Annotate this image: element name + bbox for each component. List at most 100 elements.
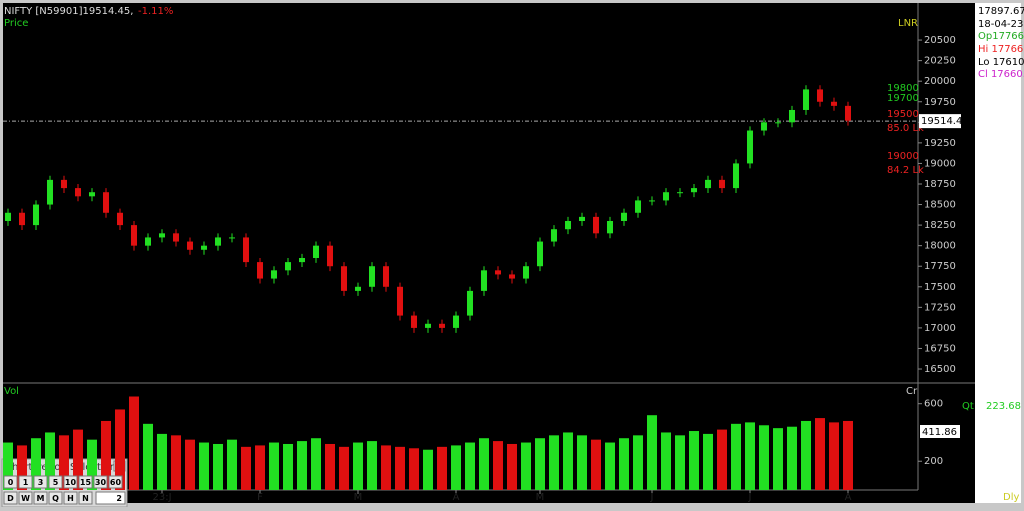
volume-bar	[535, 438, 545, 490]
candle-body	[47, 179, 53, 205]
volume-bar	[325, 443, 335, 490]
period-button-label: Q	[52, 494, 59, 503]
volume-bar	[591, 439, 601, 490]
period-button[interactable]	[48, 475, 63, 489]
volume-bar	[311, 438, 321, 490]
period-button[interactable]	[78, 475, 93, 489]
y-tick-label: 17500	[924, 282, 956, 293]
candle-body	[257, 262, 263, 279]
volume-bar	[815, 418, 825, 490]
volume-bar	[143, 423, 153, 490]
candle-body	[509, 274, 515, 279]
period-button[interactable]	[33, 475, 48, 489]
y-tick-label: 18250	[924, 220, 956, 231]
volume-bar	[157, 433, 167, 490]
y-tick-label: 19000	[924, 158, 956, 169]
period-button-label: D	[7, 494, 14, 503]
volume-bar	[451, 445, 461, 490]
period-button[interactable]	[78, 491, 93, 505]
candle-body	[775, 122, 781, 124]
candle-body	[481, 270, 487, 291]
candle-body	[523, 266, 529, 279]
volume-bar	[465, 442, 475, 490]
period-button[interactable]	[33, 491, 48, 505]
period-button-label: 0	[8, 478, 14, 487]
period-button[interactable]	[63, 475, 78, 489]
info-low: Lo 17610.20	[978, 57, 1024, 68]
candle-body	[831, 101, 837, 106]
candle-body	[201, 245, 207, 250]
period-button[interactable]	[18, 491, 33, 505]
candle-body	[271, 270, 277, 279]
candle-body	[691, 188, 697, 193]
candle-body	[159, 233, 165, 238]
candle-body	[117, 212, 123, 226]
candle-body	[5, 212, 11, 221]
volume-bar	[241, 446, 251, 490]
volume-bar	[3, 442, 13, 490]
y-tick-label: 17250	[924, 302, 956, 313]
y-tick-label: 16750	[924, 343, 956, 354]
period-button[interactable]	[3, 475, 18, 489]
volume-bar	[269, 442, 279, 490]
period-button-label: 15	[80, 478, 92, 487]
candle-body	[677, 192, 683, 194]
last-price-label: 19514.4	[921, 116, 962, 127]
period-input[interactable]	[95, 491, 126, 505]
candle-body	[19, 212, 25, 226]
chart-background	[3, 3, 975, 503]
period-button-label: 30	[95, 478, 107, 487]
volume-bar	[409, 448, 419, 490]
volume-bar	[423, 449, 433, 490]
period-button[interactable]	[18, 475, 33, 489]
y-tick-label: 20000	[924, 76, 956, 87]
period-button[interactable]	[3, 491, 18, 505]
volume-bar	[633, 435, 643, 490]
volume-bar	[17, 445, 27, 490]
candle-body	[579, 216, 585, 221]
volume-bar	[787, 426, 797, 490]
period-button[interactable]	[108, 475, 123, 489]
candle-body	[817, 89, 823, 102]
y-tick-label: 17750	[924, 261, 956, 272]
volume-bar	[521, 442, 531, 490]
candle-body	[243, 237, 249, 263]
volume-bar	[283, 443, 293, 490]
volume-bar	[843, 420, 853, 490]
volume-bar	[563, 432, 573, 490]
volume-bar	[605, 442, 615, 490]
candle-body	[411, 315, 417, 328]
volume-unit: Cr	[906, 386, 918, 397]
candle-body	[719, 179, 725, 189]
volume-bar	[703, 433, 713, 490]
x-tick-label: A	[453, 492, 460, 503]
candle-body	[425, 323, 431, 328]
period-button[interactable]	[93, 475, 108, 489]
volume-bar	[801, 420, 811, 490]
price-tag: 19700	[887, 93, 919, 104]
period-button-label: W	[21, 494, 30, 503]
y-tick-label: 20500	[924, 35, 956, 46]
candle-body	[789, 109, 795, 123]
volume-bar	[619, 438, 629, 490]
volume-bar	[31, 438, 41, 490]
price-tag: 19000	[887, 151, 919, 162]
period-button[interactable]	[48, 491, 63, 505]
x-tick-label: F	[257, 492, 263, 503]
y-tick-label: 20250	[924, 56, 956, 67]
candle-body	[439, 323, 445, 328]
scale-mode: LNR	[898, 18, 918, 29]
period-button[interactable]	[63, 491, 78, 505]
info-open: Op17766.60	[978, 31, 1024, 42]
volume-bar	[507, 443, 517, 490]
candle-body	[285, 262, 291, 271]
candle-body	[131, 225, 137, 246]
period-button-label: 3	[38, 478, 44, 487]
info-close: Cl 17660.15	[978, 69, 1024, 80]
candle-body	[803, 89, 809, 110]
candle-body	[593, 216, 599, 234]
price-tag: 19500	[887, 109, 919, 120]
candle-body	[649, 200, 655, 202]
volume-bar	[255, 445, 265, 490]
candle-body	[229, 237, 235, 239]
